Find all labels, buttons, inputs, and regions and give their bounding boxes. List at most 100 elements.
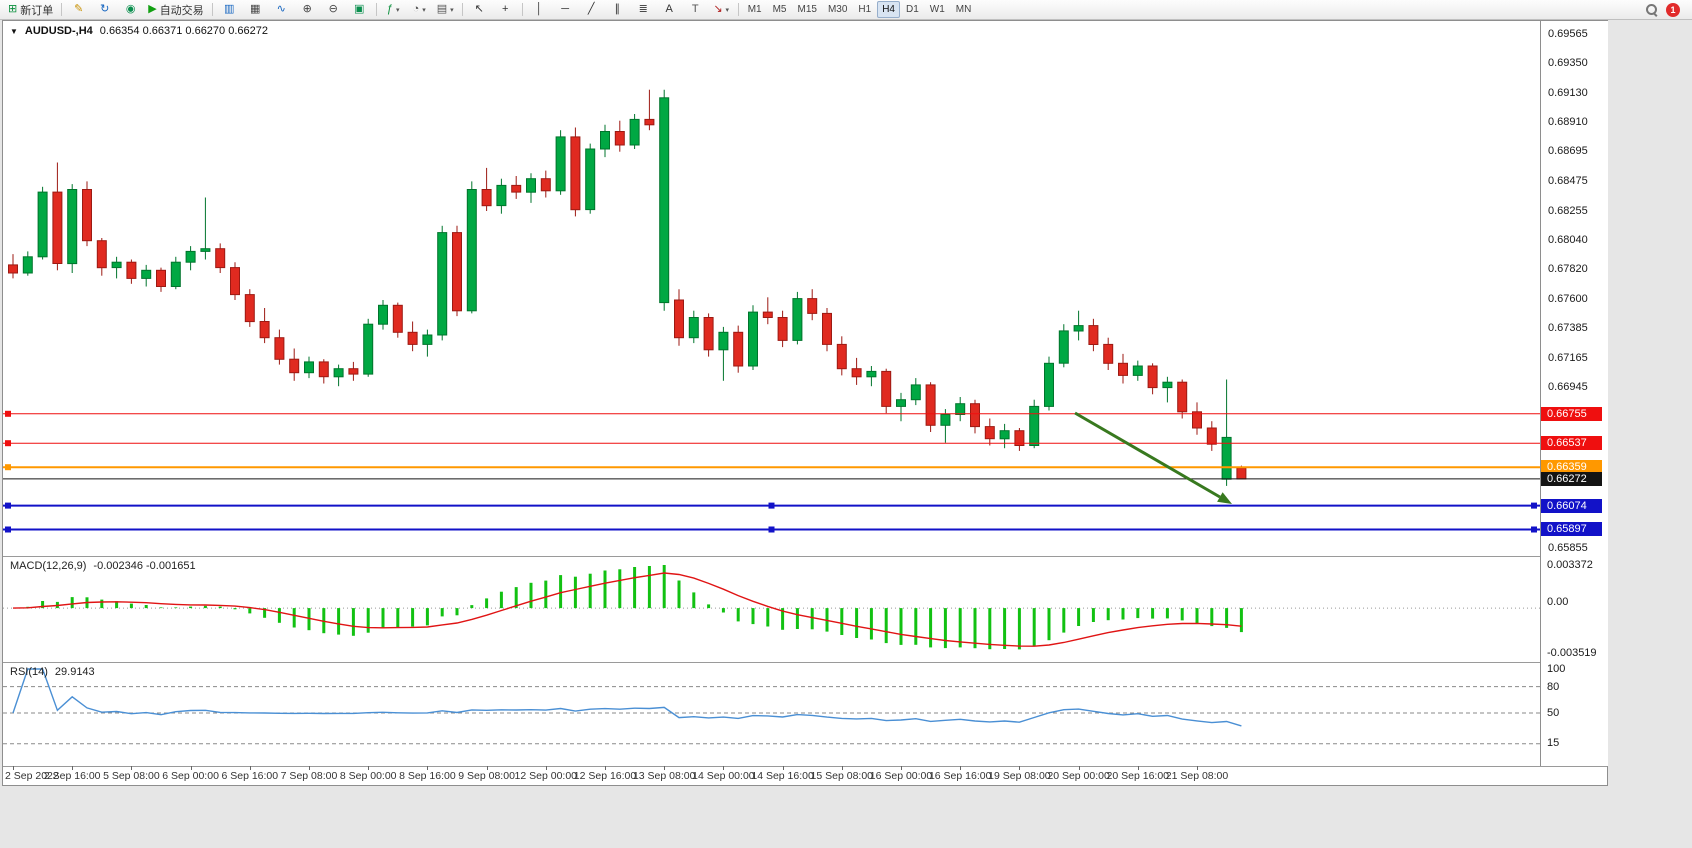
- zoom-in-icon: ⊕: [302, 3, 312, 15]
- indicators-button[interactable]: ƒ ▾: [381, 0, 406, 19]
- crosshair-button[interactable]: +: [493, 0, 518, 19]
- chevron-down-icon: ▾: [450, 6, 454, 14]
- time-tick: [1019, 766, 1021, 770]
- price-axis[interactable]: 0.69565 0.69350 0.69130 0.68910 0.68695 0.684…: [1540, 21, 1608, 766]
- timeframe-m30[interactable]: M30: [827, 4, 848, 15]
- candle-down: [851, 368, 862, 378]
- search-icon[interactable]: [1645, 3, 1658, 16]
- time-label: 7 Sep 08:00: [280, 770, 338, 782]
- candle-down: [733, 331, 744, 367]
- bar-chart-button[interactable]: ▥: [217, 0, 242, 19]
- timeframe-m5[interactable]: M5: [772, 4, 787, 15]
- line-handle[interactable]: [768, 526, 775, 533]
- trend-arrow[interactable]: [1074, 411, 1221, 499]
- macd-signal-line: [12, 572, 1242, 647]
- macd-axis-max: 0.003372: [1547, 559, 1593, 571]
- line-handle[interactable]: [5, 410, 11, 417]
- time-tick: [309, 766, 310, 770]
- horizontal-line-button[interactable]: ─: [553, 0, 578, 19]
- candle-up: [333, 368, 344, 378]
- candle-down: [1192, 411, 1202, 429]
- chart-edit-button[interactable]: ✎: [66, 0, 91, 19]
- price-tag: 0.65897: [1541, 522, 1602, 536]
- candle-down: [674, 299, 684, 339]
- refresh-button[interactable]: ↻: [92, 0, 117, 19]
- auto-trading-button[interactable]: ▶ 自动交易: [144, 0, 207, 19]
- candle-down: [1088, 325, 1099, 346]
- timeframe-m15[interactable]: M15: [797, 4, 817, 15]
- candlestick-chart-button[interactable]: ▦: [243, 0, 268, 19]
- support-button[interactable]: ◉: [118, 0, 143, 19]
- candle-up: [688, 317, 699, 339]
- line-handle[interactable]: [5, 526, 11, 533]
- zoom-out-icon: ⊖: [328, 3, 338, 15]
- candle-up: [940, 414, 951, 426]
- templates-button[interactable]: ▤ ▾: [433, 0, 458, 19]
- fibonacci-button[interactable]: ≣: [631, 0, 656, 19]
- candle-down: [452, 232, 462, 312]
- price-tag: 0.66074: [1541, 499, 1602, 513]
- candlestick-chart-icon: ▦: [249, 3, 261, 15]
- bar-chart-icon: ▥: [223, 3, 235, 15]
- time-label: 20 Sep 00:00: [1047, 770, 1110, 782]
- timeframe-d1[interactable]: D1: [906, 4, 919, 15]
- timeframe-m1[interactable]: M1: [747, 4, 762, 15]
- line-handle[interactable]: [5, 464, 11, 471]
- periods-button[interactable]: ◔ ▾: [407, 0, 432, 19]
- arrows-button[interactable]: ↘ ▾: [709, 0, 734, 19]
- candle-up: [1058, 330, 1069, 364]
- vertical-line-button[interactable]: │: [527, 0, 552, 19]
- channel-button[interactable]: ∥: [605, 0, 630, 19]
- candle-up: [1132, 365, 1143, 376]
- timeframe-w1[interactable]: W1: [929, 4, 945, 15]
- timeframe-h4[interactable]: H4: [877, 1, 900, 18]
- text-button[interactable]: A: [657, 0, 682, 19]
- panel-separator[interactable]: [3, 556, 1607, 557]
- candle-down: [244, 294, 255, 323]
- candle-down: [984, 426, 995, 440]
- line-handle[interactable]: [5, 440, 11, 447]
- candle-down: [8, 264, 18, 274]
- timeframe-mn[interactable]: MN: [955, 4, 972, 15]
- line-handle[interactable]: [768, 502, 775, 509]
- new-order-button[interactable]: ⊞ 新订单: [4, 0, 57, 19]
- line-handle[interactable]: [1531, 502, 1537, 509]
- time-tick: [190, 766, 192, 770]
- candle-up: [1029, 405, 1040, 446]
- candle-down: [1103, 343, 1114, 364]
- panel-separator[interactable]: [3, 662, 1607, 663]
- tile-windows-button[interactable]: ▣: [347, 0, 372, 19]
- chevron-down-icon: ▾: [725, 6, 730, 14]
- time-label: 9 Sep 08:00: [458, 770, 515, 782]
- candle-up: [910, 384, 921, 401]
- zoom-out-button[interactable]: ⊖: [321, 0, 346, 19]
- notification-badge[interactable]: 1: [1666, 2, 1680, 17]
- symbol-dropdown-icon[interactable]: ▼: [10, 26, 18, 36]
- time-tick: [368, 766, 370, 770]
- candle-down: [348, 368, 359, 375]
- price-tag: 0.66359: [1541, 460, 1602, 474]
- time-label: 12 Sep 00:00: [514, 770, 578, 782]
- refresh-icon: ↻: [100, 3, 110, 15]
- price-tick: 0.68040: [1548, 234, 1588, 246]
- time-axis[interactable]: 2 Sep 2022 2 Sep 16:00 5 Sep 08:00 6 Sep 00…: [3, 769, 1540, 785]
- timeframe-h1[interactable]: H1: [858, 4, 872, 15]
- time-tick: [723, 766, 725, 770]
- trendline-button[interactable]: ╱: [579, 0, 604, 19]
- candle-down: [614, 131, 625, 146]
- time-label: 14 Sep 16:00: [751, 770, 814, 782]
- clock-icon: ◔: [412, 3, 420, 15]
- text-label-button[interactable]: T: [683, 0, 708, 19]
- time-label: 21 Sep 08:00: [1165, 770, 1229, 782]
- zoom-in-button[interactable]: ⊕: [295, 0, 320, 19]
- horizontal-line-icon: ─: [561, 3, 570, 15]
- price-tick: 0.65855: [1548, 542, 1588, 554]
- cursor-button[interactable]: ↖: [467, 0, 492, 19]
- candle-down: [318, 361, 329, 378]
- price-tick: 0.68475: [1548, 175, 1588, 187]
- trend-arrow-head[interactable]: [1217, 492, 1232, 504]
- line-chart-button[interactable]: ∿: [269, 0, 294, 19]
- line-handle[interactable]: [5, 502, 11, 509]
- line-handle[interactable]: [1531, 526, 1537, 533]
- macd-title: MACD(12,26,9) -0.002346 -0.001651: [10, 560, 196, 572]
